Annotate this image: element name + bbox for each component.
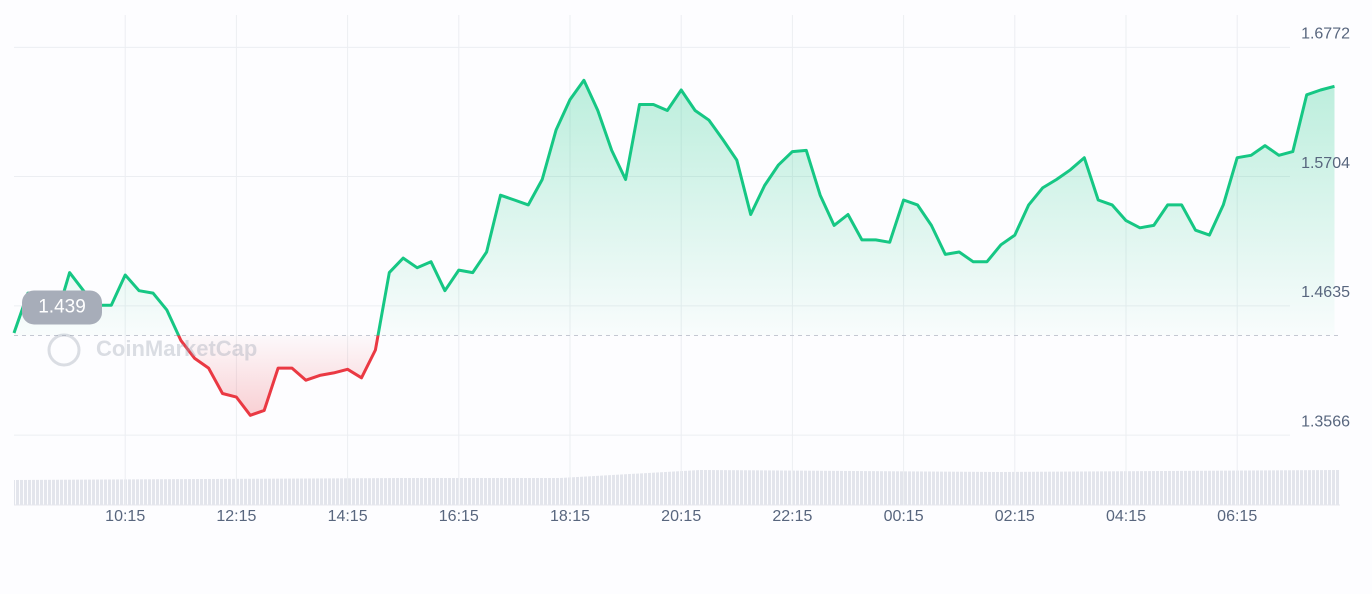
x-tick-label: 18:15 [550,508,590,525]
x-tick-label: 16:15 [439,508,479,525]
x-tick-label: 04:15 [1106,508,1146,525]
y-tick-label: 1.6772 [1301,26,1350,43]
labels: 1.6772 1.5704 1.4635 1.3566 10:15 12:15 14:15 1… [22,26,1350,525]
x-tick-label: 20:15 [661,508,701,525]
x-tick-label: 22:15 [772,508,812,525]
x-tick-label: 12:15 [216,508,256,525]
volume-strip [14,470,1340,505]
watermark-logo [47,333,81,367]
watermark-group: CoinMarketCap [47,333,257,367]
plot [12,78,1340,417]
x-tick-label: 02:15 [995,508,1035,525]
x-tick-label: 14:15 [328,508,368,525]
x-tick-label: 10:15 [105,508,145,525]
y-tick-label: 1.5704 [1301,155,1350,172]
y-tick-label: 1.4635 [1301,284,1350,301]
x-tick-label: 06:15 [1217,508,1257,525]
baseline-label-bg [22,290,102,325]
price-line [12,78,1335,417]
x-tick-label: 00:15 [884,508,924,525]
y-tick-label: 1.3566 [1301,413,1350,430]
watermark: CoinMarketCap [96,336,257,361]
area-fill [14,80,1335,416]
baseline-label: 1.439 [38,296,86,317]
